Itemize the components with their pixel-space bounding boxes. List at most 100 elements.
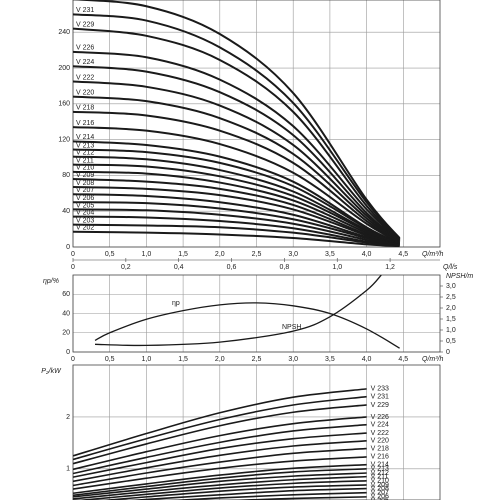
plot-frame: [72, 364, 441, 500]
curve: [73, 95, 401, 243]
curve: [94, 302, 400, 349]
curve-label: V 205: [76, 202, 94, 209]
curve-label: V 213: [371, 466, 389, 473]
x-tick-label: 1,0: [142, 251, 152, 258]
x-tick-label: 3,5: [325, 251, 335, 258]
x-tick-label: 3,5: [325, 356, 335, 363]
curve: [73, 468, 367, 497]
curve: [128, 487, 367, 500]
curve: [73, 208, 400, 247]
curve-label: V 210: [371, 478, 389, 485]
x-tick-label: 4,5: [398, 251, 408, 258]
curve-label: V 206: [76, 195, 94, 202]
y-tick-label: 200: [58, 65, 70, 72]
curve: [73, 27, 401, 240]
x-tick-label: 0: [71, 251, 75, 258]
curve-label: V 207: [76, 187, 94, 194]
curve-label: V 226: [76, 45, 94, 52]
curve-label: V 203: [76, 217, 94, 224]
curve-label: NPSH: [282, 324, 301, 331]
curve: [73, 223, 400, 247]
y2-tick-label: 2,5: [446, 294, 456, 301]
x-tick-label: 2,5: [252, 356, 262, 363]
curve-label: V 222: [76, 74, 94, 81]
curve: [95, 275, 382, 347]
curve-label: V 207: [371, 490, 389, 497]
y-tick-label: 160: [58, 101, 70, 108]
curve: [73, 201, 400, 247]
curve-label: V 205: [371, 497, 389, 500]
curve-label: V 209: [76, 172, 94, 179]
curve: [73, 423, 367, 475]
x2-axis-title: Q/l/s: [443, 264, 458, 271]
curve: [73, 80, 401, 242]
y-tick-label: 1: [66, 466, 70, 473]
x-tick-label: 4,0: [362, 251, 372, 258]
x-axis-title: Q/m³/h: [422, 251, 443, 258]
y2-axis-title: NPSH/m: [446, 273, 473, 280]
curve: [73, 65, 401, 242]
y-tick-label: 240: [58, 29, 70, 36]
x-tick-label: 2,0: [215, 251, 225, 258]
curve-label: ηp: [172, 300, 180, 307]
curve-label: V 222: [371, 430, 389, 437]
curve: [73, 163, 401, 246]
plot-area: [73, 0, 401, 247]
y2-tick-label: 1,5: [446, 316, 456, 323]
curve-labels: ηp NPSH: [172, 300, 301, 331]
curve-label: V 213: [76, 142, 94, 149]
y-tick-label: 0: [66, 244, 70, 251]
y-tick-label: 120: [58, 136, 70, 143]
y-tick-label: 60: [62, 291, 70, 298]
x-tick-label: 2,5: [252, 251, 262, 258]
x2-tick-label: 0,4: [174, 264, 184, 271]
x2-tick-label: 0,8: [280, 264, 290, 271]
curve: [225, 496, 367, 500]
plot-frame: [72, 0, 441, 248]
y2-tick-label: 0: [446, 349, 450, 356]
curve-label: V 229: [76, 21, 94, 28]
curve-label: V 208: [371, 485, 389, 492]
curve-label: V 212: [76, 149, 94, 156]
curve-label: V 214: [371, 462, 389, 469]
x-tick-label: 3,0: [288, 356, 298, 363]
curve: [73, 186, 400, 247]
curve: [73, 463, 367, 495]
curve-label: V 231: [76, 7, 94, 14]
curve: [73, 456, 367, 490]
curve: [73, 404, 367, 465]
curve-label: V 202: [76, 225, 94, 232]
curve-label: V 216: [76, 120, 94, 127]
curve: [167, 491, 367, 500]
y-tick-label: 80: [62, 172, 70, 179]
x2-tick-label: 1,0: [332, 264, 342, 271]
x-tick-label: 4,0: [362, 356, 372, 363]
x-tick-label: 0,5: [105, 356, 115, 363]
curve: [73, 440, 367, 483]
y-tick-label: 40: [62, 310, 70, 317]
x-tick-label: 0: [71, 356, 75, 363]
curve: [73, 110, 401, 244]
x-tick-label: 3,0: [288, 251, 298, 258]
curve-label: V 224: [371, 422, 389, 429]
curve: [73, 395, 367, 461]
curve-label: V 220: [371, 438, 389, 445]
curve-label: V 212: [371, 470, 389, 477]
y-axis-title: P₂/kW: [41, 368, 62, 375]
y-tick-label: 40: [62, 208, 70, 215]
curve: [73, 0, 401, 239]
plot-area: [94, 275, 400, 349]
curve-label: V 216: [371, 454, 389, 461]
x2-tick-label: 0,2: [121, 264, 131, 271]
x-tick-label: 2,0: [215, 356, 225, 363]
plot-frame: [72, 274, 441, 353]
x-tick-label: 0,5: [105, 251, 115, 258]
curve-label: V 226: [371, 414, 389, 421]
y2-tick-label: 1,0: [446, 327, 456, 334]
curve: [73, 126, 401, 244]
curve-label: V 224: [76, 59, 94, 66]
curve-label: V 233: [371, 386, 389, 393]
